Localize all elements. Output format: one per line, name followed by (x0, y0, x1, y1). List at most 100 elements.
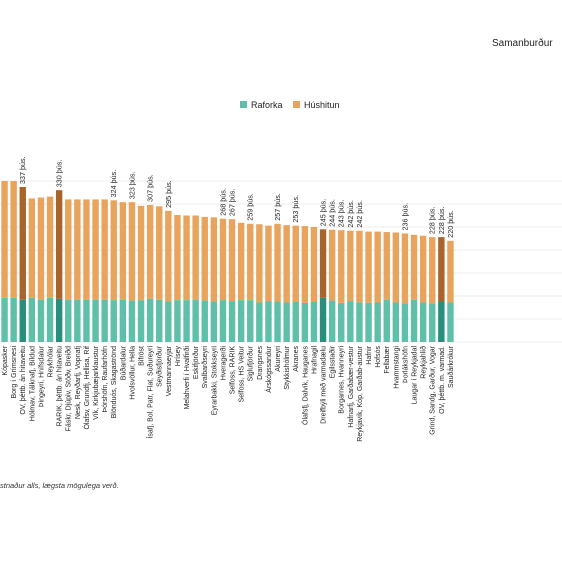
legend-label-raforka: Raforka (251, 100, 283, 110)
value-label: 243 þús. (337, 200, 346, 228)
bar-raforka (183, 300, 190, 342)
bar-raforka (265, 301, 272, 342)
bar-raforka (374, 302, 381, 342)
bar-hushitun (419, 235, 427, 303)
bars (1, 181, 454, 342)
bar-hushitun (247, 223, 254, 301)
bar-hushitun (28, 198, 36, 298)
chart-title: Samanburður (492, 37, 553, 49)
bar-hushitun (92, 199, 99, 300)
bar-hushitun (183, 215, 190, 301)
value-label: 330 þús. (55, 160, 64, 188)
category-label: Hvammstangi (393, 346, 400, 389)
bar-raforka (301, 302, 309, 342)
bar-raforka (338, 302, 345, 342)
bar-hushitun (256, 224, 263, 303)
bar-hushitun (219, 218, 227, 301)
value-label: 267 þús. (227, 189, 236, 217)
bar-raforka (347, 301, 354, 342)
legend-swatch-raforka (240, 101, 247, 108)
bar-hushitun (83, 199, 90, 300)
bar-raforka (328, 300, 336, 342)
bar-raforka (74, 299, 81, 342)
bar-hushitun (301, 226, 309, 303)
bar-hushitun (319, 229, 327, 298)
value-label: 242 þús. (346, 200, 355, 228)
category-label: Laugar í Reykjadal (411, 346, 418, 405)
category-label: Reykjahlíð (420, 346, 428, 379)
category-label: Fellabær (384, 345, 391, 373)
bar-hushitun (338, 230, 345, 303)
bar-raforka (119, 299, 127, 342)
bar-hushitun (210, 217, 218, 302)
category-label: OV, þéttb. m. varmad. (439, 346, 446, 414)
bar-hushitun (10, 181, 17, 298)
bar-raforka (137, 300, 145, 342)
legend-swatch-hushitun (293, 101, 300, 108)
value-label: 323 þús. (127, 172, 136, 200)
bar-hushitun (374, 231, 381, 303)
bar-hushitun (274, 223, 281, 302)
bar-raforka (65, 299, 72, 342)
bar-hushitun (19, 186, 26, 300)
category-label: Kópasker (2, 345, 9, 375)
bar-hushitun (365, 231, 372, 303)
bar-raforka (292, 301, 299, 342)
bar-raforka (219, 300, 227, 342)
category-label: Blönduós, Skagaströnd (111, 346, 118, 418)
category-label: Borg í Grímsnesi (11, 346, 18, 399)
bar-hushitun (283, 225, 290, 303)
bar-hushitun (438, 237, 445, 302)
bar-raforka (247, 300, 254, 342)
category-label: Þorlákshöfn (402, 346, 409, 383)
bar-raforka (128, 300, 136, 342)
bar-hushitun (146, 204, 154, 299)
bar-raforka (410, 299, 418, 342)
category-label: Selfoss, RARIK (229, 346, 236, 395)
category-label: Fáskr, Djúpiv, Stöðv, Breiðd (65, 346, 73, 431)
bar-raforka (1, 297, 8, 342)
bar-raforka (110, 300, 117, 342)
value-label: 245 þús. (318, 199, 327, 227)
bar-raforka (192, 299, 199, 342)
value-label: 228 þús. (437, 207, 446, 235)
bar-raforka (438, 301, 445, 342)
value-label: 228 þús. (428, 207, 437, 235)
category-label: Ísafj, Bol, Patr, Flat, Suðureyri (146, 346, 155, 439)
category-label: Hafnarfj, Garðabær-vestur (347, 345, 355, 427)
bar-hushitun (137, 205, 145, 301)
category-label: Reykjavík, Kóp, Garðab-austur (356, 345, 364, 441)
bar-hushitun (128, 202, 136, 301)
value-label: 244 þús. (328, 199, 337, 227)
bar-hushitun (65, 199, 72, 300)
category-label: Ólafsfj, Dalvík, Hauganes (300, 346, 309, 425)
bar-hushitun (310, 227, 318, 302)
bar-raforka (83, 299, 90, 342)
bar-raforka (10, 297, 17, 342)
bar-hushitun (37, 197, 45, 300)
value-label: 236 þús. (400, 203, 409, 231)
bar-raforka (46, 297, 54, 342)
value-label: 257 þús. (273, 193, 282, 221)
category-label: Hólmav, Tálknafj, Bíldud (29, 346, 36, 421)
category-label: Hrísey (175, 346, 182, 367)
value-label: 259 þús. (246, 193, 255, 221)
bar-hushitun (347, 230, 354, 302)
bar-hushitun (292, 225, 299, 302)
value-label: 324 þús. (109, 170, 118, 198)
category-label: Grind, Sandg, Garður, Vogar (429, 345, 437, 434)
category-label: Egilsstaðir (329, 345, 337, 378)
bar-raforka (210, 301, 218, 342)
value-label: 337 þús. (18, 156, 27, 184)
value-labels: 337 þús. 330 þús. 324 þús. 323 þús. 307 þús.… (18, 156, 455, 237)
bar-raforka (28, 297, 36, 342)
value-label: 307 þús. (146, 174, 155, 202)
bar-hushitun (201, 216, 208, 301)
category-label: Nesk, Reyðarfj, Vopnafj (74, 346, 82, 420)
bar-hushitun (174, 215, 181, 301)
bar-hushitun (383, 232, 390, 300)
category-label: Þingeyri, Hnífsdalur (38, 345, 45, 407)
bar-hushitun (429, 237, 436, 304)
category-label: Borgarnes, Hvanneyri (339, 346, 346, 414)
